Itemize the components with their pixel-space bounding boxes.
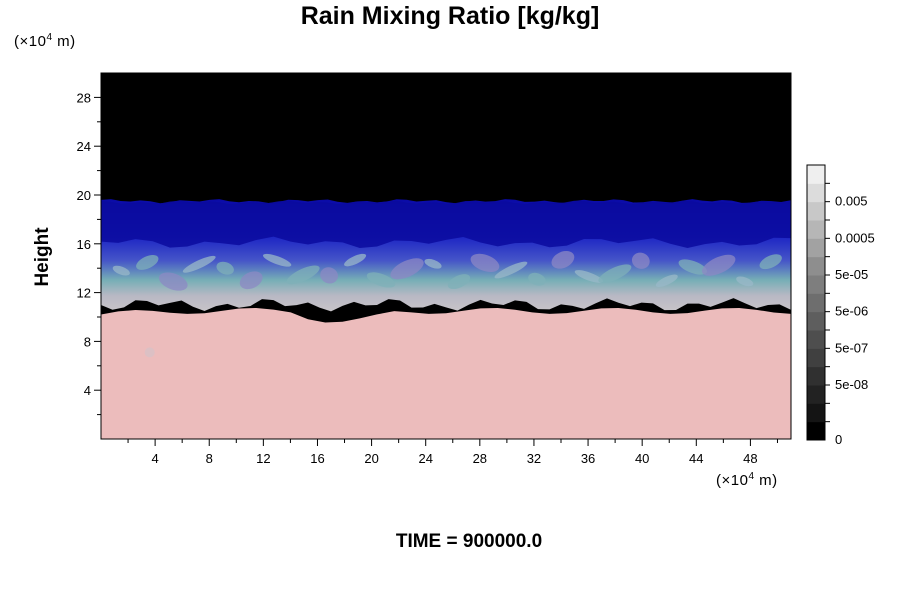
x-tick-label: 44	[689, 451, 703, 466]
colorbar-frame	[806, 164, 826, 441]
field-swirl	[262, 253, 292, 267]
time-annotation: TIME = 900000.0	[0, 531, 900, 553]
field-swirl	[182, 255, 216, 273]
field-band-low-pink	[101, 307, 791, 439]
colorbar-label: 5e-08	[835, 377, 868, 392]
colorbar-swatch	[807, 385, 825, 404]
colorbar-swatch	[807, 256, 825, 276]
x-tick-label: 48	[743, 451, 757, 466]
field-swirl	[759, 254, 782, 270]
field-blob	[144, 347, 155, 358]
x-tick-label: 12	[256, 451, 270, 466]
colorbar-label: 0	[835, 432, 842, 447]
chart-title: Rain Mixing Ratio [kg/kg]	[300, 2, 600, 30]
field-swirl	[702, 254, 736, 276]
colorbar-swatch	[807, 330, 825, 349]
time-label: TIME =	[395, 531, 463, 552]
x-tick-label: 20	[364, 451, 378, 466]
field-swirl	[470, 253, 500, 272]
y-tick-label: 24	[77, 139, 91, 154]
colorbar-swatch	[807, 275, 825, 294]
field-swirl	[736, 276, 754, 287]
colorbar-swatch	[807, 183, 825, 203]
colorbar-swatch	[807, 293, 825, 313]
y-tick-label: 20	[77, 188, 91, 203]
x-tick-label: 24	[418, 451, 432, 466]
field-swirl	[136, 255, 159, 270]
y-tick-label: 8	[84, 334, 91, 349]
field-swirl	[216, 261, 234, 275]
x-tick-label: 36	[581, 451, 595, 466]
colorbar-label: 5e-05	[835, 267, 868, 282]
y-unit-suffix: m)	[52, 33, 76, 50]
x-tick-label: 8	[206, 451, 213, 466]
field-swirl	[158, 272, 188, 291]
field-swirl	[390, 258, 424, 280]
field-swirl	[574, 270, 604, 283]
colorbar-swatch	[807, 201, 825, 221]
y-tick-label: 4	[84, 383, 91, 398]
colorbar-swatch	[807, 366, 825, 386]
field-swirl	[655, 274, 678, 288]
x-unit-exponent: 4	[748, 471, 755, 482]
y-tick-label: 12	[77, 286, 91, 301]
field-swirl	[631, 252, 650, 269]
field-layer	[101, 73, 791, 439]
colorbar-label: 0.005	[835, 194, 868, 209]
field-swirl	[678, 259, 708, 275]
colorbar-swatch	[807, 403, 825, 423]
x-tick-label: 16	[310, 451, 324, 466]
x-tick-label: 4	[152, 451, 159, 466]
colorbar-swatch	[807, 421, 825, 441]
y-unit-exponent: 4	[46, 32, 53, 43]
field-swirl	[598, 264, 632, 284]
colorbar-label: 0.0005	[835, 230, 875, 245]
colorbar-swatch	[807, 220, 825, 239]
field-swirl	[366, 272, 396, 288]
x-axis-unit: (×104 m)	[716, 471, 778, 490]
plot-frame	[100, 72, 792, 440]
x-unit-suffix: m)	[754, 472, 778, 489]
field-swirl	[112, 265, 130, 276]
field-swirl	[286, 265, 320, 285]
field-swirl	[528, 272, 546, 286]
field-swirl	[239, 271, 263, 290]
field-swirl	[424, 258, 442, 269]
y-axis-unit: (×104 m)	[14, 32, 76, 51]
y-tick-label: 28	[77, 90, 91, 105]
x-tick-label: 40	[635, 451, 649, 466]
x-tick-label: 32	[527, 451, 541, 466]
field-swirl	[447, 274, 471, 290]
field-swirl	[551, 250, 575, 269]
field-swirl	[320, 267, 338, 284]
colorbar-swatch	[807, 238, 825, 258]
colorbar: 0 5e-08 5e-07 5e-06 5e-05 0.0005 0.005	[806, 164, 875, 447]
time-value: 900000.0	[462, 531, 543, 552]
colorbar-swatch	[807, 348, 825, 368]
x-unit-prefix: (×10	[716, 472, 749, 489]
colorbar-swatch	[807, 165, 825, 184]
y-unit-prefix: (×10	[14, 33, 47, 50]
colorbar-label: 5e-06	[835, 304, 868, 319]
x-tick-label: 28	[473, 451, 487, 466]
y-tick-label: 16	[77, 237, 91, 252]
field-band-dark-blue	[101, 200, 791, 249]
colorbar-label: 5e-07	[835, 340, 868, 355]
colorbar-swatch	[807, 311, 825, 331]
field-swirl	[494, 261, 528, 279]
field-swirl	[344, 253, 367, 267]
